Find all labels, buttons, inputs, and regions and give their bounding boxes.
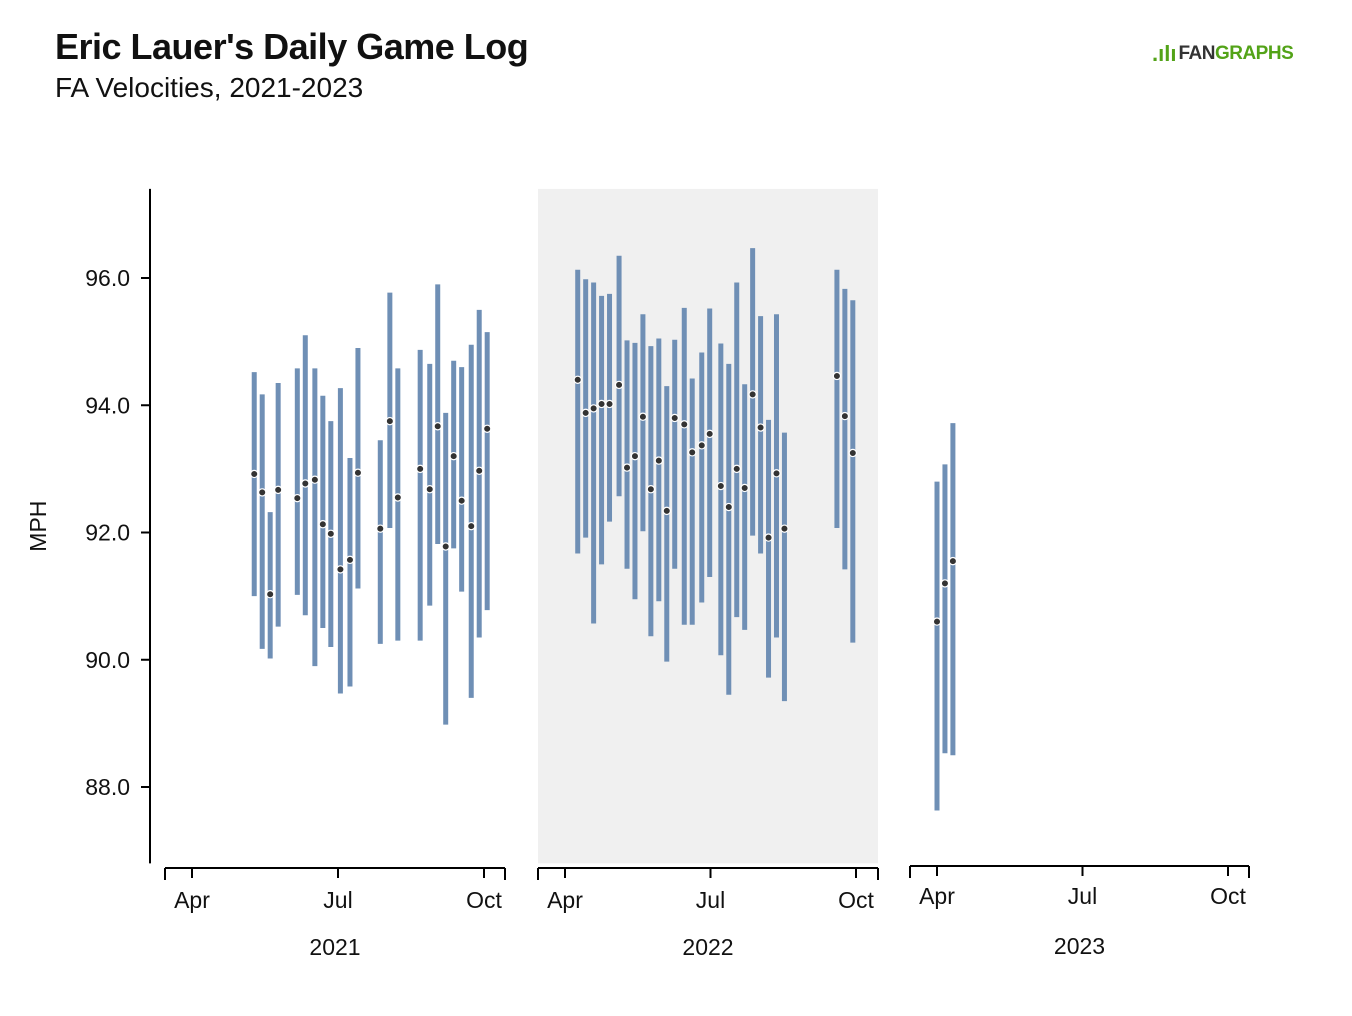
avg-velocity-point — [433, 422, 442, 431]
x-tick-label: Oct — [466, 887, 502, 913]
avg-velocity-point — [441, 542, 450, 551]
chart-title: Eric Lauer's Daily Game Log — [55, 26, 529, 67]
avg-velocity-point — [415, 464, 425, 474]
fangraphs-logo-icon: .ılı — [1152, 41, 1177, 66]
avg-velocity-point — [756, 423, 765, 432]
chart-subtitle: FA Velocities, 2021-2023 — [55, 72, 364, 103]
avg-velocity-point — [336, 565, 345, 574]
avg-velocity-point — [662, 506, 671, 516]
avg-velocity-point — [724, 502, 733, 512]
avg-velocity-point — [614, 380, 624, 390]
avg-velocity-point — [353, 468, 363, 477]
logo-text-fan: FAN — [1178, 43, 1215, 64]
avg-velocity-point — [293, 493, 302, 503]
x-tick-label: Oct — [1210, 883, 1246, 909]
avg-velocity-point — [449, 451, 458, 461]
y-tick-label: 92.0 — [85, 520, 130, 546]
avg-velocity-point — [848, 448, 858, 458]
panel-year-label: 2021 — [309, 934, 360, 960]
x-tick-label: Jul — [696, 887, 725, 913]
y-tick-label: 88.0 — [85, 774, 130, 800]
avg-velocity-point — [425, 485, 434, 494]
avg-velocity-point — [318, 520, 328, 529]
fangraphs-logo[interactable]: .ılı FAN GRAPHS — [1152, 40, 1294, 68]
avg-velocity-point — [475, 466, 484, 475]
avg-velocity-point — [457, 496, 466, 505]
avg-velocity-point — [748, 390, 757, 399]
avg-velocity-point — [932, 617, 942, 626]
avg-velocity-point — [597, 399, 606, 409]
avg-velocity-point — [573, 375, 582, 384]
x-tick-label: Apr — [174, 887, 210, 913]
y-axis-label: MPH — [25, 501, 51, 552]
panel-year-label: 2023 — [1054, 933, 1105, 959]
avg-velocity-point — [680, 420, 689, 429]
avg-velocity-point — [940, 579, 950, 588]
avg-velocity-point — [688, 448, 697, 457]
y-tick-label: 90.0 — [85, 647, 130, 673]
avg-velocity-point — [654, 456, 664, 465]
avg-velocity-point — [326, 529, 336, 538]
avg-velocity-point — [301, 479, 310, 488]
avg-velocity-point — [265, 590, 275, 599]
panel-year-label: 2022 — [682, 934, 733, 960]
avg-velocity-point — [273, 485, 283, 495]
avg-velocity-point — [581, 408, 590, 418]
avg-velocity-point — [622, 463, 632, 472]
avg-velocity-point — [310, 475, 320, 484]
avg-velocity-point — [948, 556, 958, 566]
avg-velocity-point — [393, 493, 403, 502]
avg-velocity-point — [716, 481, 726, 491]
x-tick-label: Apr — [547, 887, 583, 913]
logo-text-graphs: GRAPHS — [1214, 43, 1294, 64]
avg-velocity-point — [646, 485, 656, 494]
avg-velocity-point — [772, 469, 781, 478]
x-tick-label: Apr — [919, 883, 955, 909]
avg-velocity-point — [258, 488, 267, 497]
avg-velocity-point — [638, 412, 648, 421]
avg-velocity-point — [705, 429, 714, 439]
avg-velocity-point — [740, 483, 749, 493]
avg-velocity-point — [832, 371, 842, 381]
avg-velocity-point — [697, 441, 706, 450]
avg-velocity-point — [670, 413, 679, 423]
avg-velocity-point — [605, 399, 614, 409]
x-tick-label: Oct — [838, 887, 874, 913]
avg-velocity-point — [764, 533, 773, 542]
avg-velocity-point — [345, 555, 355, 565]
avg-velocity-point — [250, 469, 259, 479]
avg-velocity-point — [385, 416, 395, 426]
avg-velocity-point — [376, 524, 385, 533]
y-tick-label: 94.0 — [85, 392, 130, 418]
avg-velocity-point — [482, 424, 492, 433]
avg-velocity-point — [732, 464, 741, 474]
avg-velocity-point — [589, 404, 598, 413]
avg-velocity-point — [467, 521, 476, 531]
avg-velocity-point — [780, 524, 789, 533]
x-tick-label: Jul — [323, 887, 352, 913]
y-tick-label: 96.0 — [85, 265, 130, 291]
x-tick-label: Jul — [1068, 883, 1097, 909]
avg-velocity-point — [630, 451, 640, 461]
avg-velocity-point — [840, 411, 850, 421]
